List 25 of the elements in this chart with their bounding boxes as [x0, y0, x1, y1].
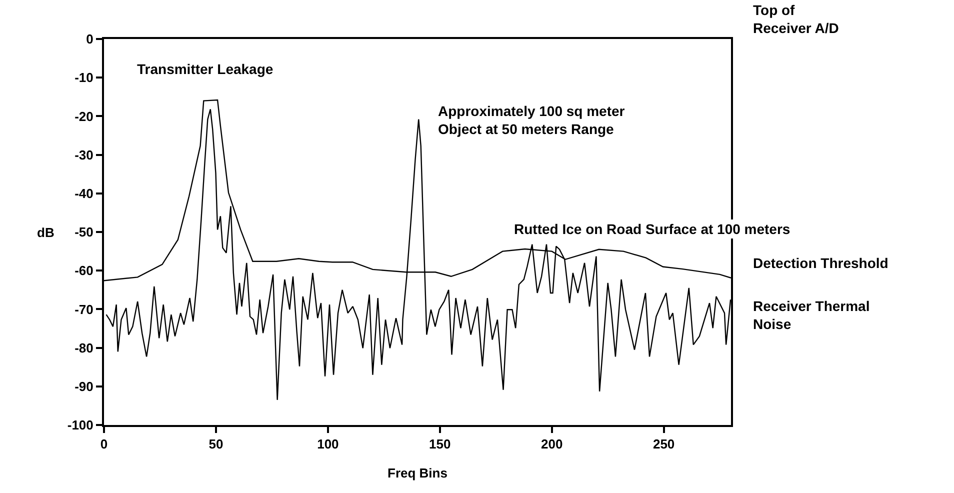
x-tick-label: 100 — [317, 436, 339, 452]
y-tick-label: -60 — [74, 263, 94, 278]
y-tick-label: -100 — [67, 418, 94, 433]
annotation: Detection Threshold — [753, 255, 888, 271]
y-tick-label: -20 — [74, 108, 94, 124]
y-tick-label: -80 — [74, 340, 94, 356]
x-tick-label: 250 — [652, 436, 675, 452]
annotation: Transmitter Leakage — [137, 61, 274, 77]
y-tick-label: -10 — [74, 70, 94, 86]
y-tick-label: 0 — [86, 32, 94, 47]
y-tick-label: -50 — [74, 224, 94, 240]
x-tick-label: 50 — [208, 436, 224, 452]
x-tick-label: 150 — [429, 436, 451, 452]
y-axis-title: dB — [37, 225, 54, 240]
x-axis-title: Freq Bins — [388, 466, 448, 481]
x-tick-label: 200 — [541, 436, 563, 452]
y-tick-label: -40 — [74, 186, 94, 201]
y-tick-label: -70 — [74, 302, 94, 317]
y-tick-label: -90 — [74, 378, 94, 394]
text: Top of Receiver A/D — [753, 2, 839, 36]
y-tick-label: -30 — [74, 147, 94, 162]
annotation: Rutted Ice on Road Surface at 100 meters — [514, 221, 790, 237]
annotation: Receiver Thermal Noise — [753, 298, 870, 332]
annotation: Approximately 100 sq meter Object at 50 meters Range — [438, 103, 626, 138]
x-tick-label: 0 — [100, 436, 108, 452]
